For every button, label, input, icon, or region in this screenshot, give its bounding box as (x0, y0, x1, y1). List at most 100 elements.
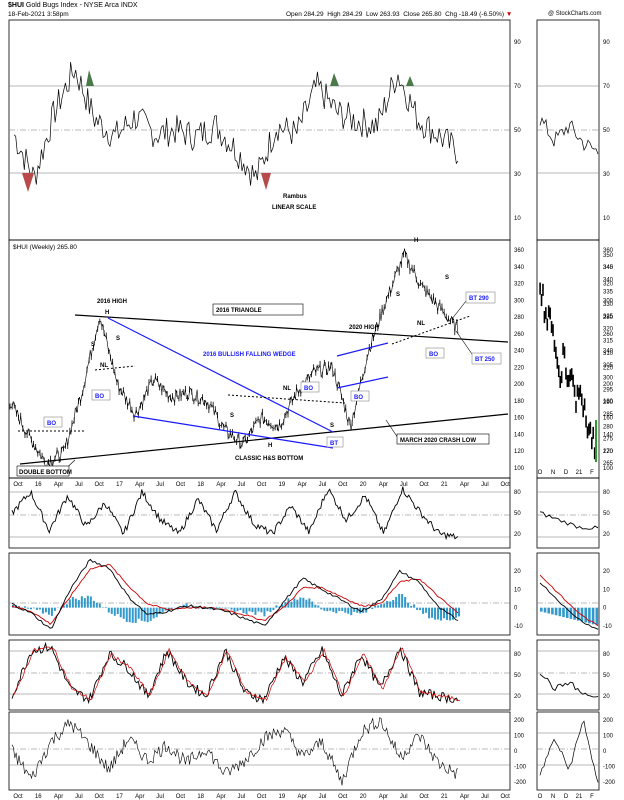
rsi-weekly-line (11, 486, 459, 541)
macd-inset-histogram-bar (543, 607, 547, 613)
macd-histogram-bar (332, 607, 335, 612)
macd-histogram-bar (62, 605, 65, 608)
macd-histogram-bar (26, 607, 29, 609)
macd-histogram-bar (323, 607, 326, 611)
price_weekly-tick-label: 360 (514, 248, 525, 254)
inset-price-bar (576, 384, 579, 397)
macd-histogram-bar (68, 599, 71, 608)
price_weekly-tick-label: 100 (514, 466, 525, 472)
bo-2021: BO (429, 352, 438, 358)
macd-inset-line (539, 582, 599, 630)
bottom-x-tick-label: Jul (319, 794, 327, 800)
inset-price-tick-label: 320 (603, 326, 614, 332)
inset-price-tick-label: 310 (603, 351, 614, 357)
bottom-x-tick-label: Jul (237, 794, 245, 800)
macd-inset-tick-label: -10 (603, 624, 612, 630)
macd-histogram-bar (335, 607, 338, 614)
s-2019-right: S (330, 423, 334, 429)
s-2016-right: S (116, 336, 120, 342)
inset-price-tick-label: 335 (603, 290, 614, 296)
macd-histogram-bar (122, 607, 125, 619)
h-2020: H (414, 238, 418, 244)
price-x-tick-label: 17 (116, 482, 123, 488)
double-bottom-label: DOUBLE BOTTOM (19, 470, 72, 476)
inset-price-bar (546, 318, 549, 331)
macd-histogram-bar (152, 607, 155, 619)
macd-inset-histogram-bar (558, 607, 562, 617)
stochastic-tick-label: 20 (514, 694, 521, 700)
price-x-tick-label: Jul (237, 482, 245, 488)
macd-histogram-bar (401, 594, 404, 608)
macd-histogram-bar (317, 605, 320, 608)
inset-bottom-x-tick-label: 21 (576, 794, 583, 800)
s-2016-left: S (91, 342, 95, 348)
macd-histogram-bar (197, 607, 200, 609)
rsi_top-inset-tick-label: 70 (603, 84, 610, 90)
price-x-tick-label: Jul (481, 482, 489, 488)
macd-histogram-bar (395, 596, 398, 608)
bottom-x-tick-label: Apr (216, 794, 225, 800)
h-2016: H (105, 310, 109, 316)
macd-histogram-bar (296, 599, 299, 608)
price-x-tick-label: Apr (216, 482, 225, 488)
macd-histogram-bar (452, 607, 455, 620)
rsi_weekly-inset-tick-label: 50 (603, 511, 610, 517)
price_weekly-inset-tick-label: 340 (603, 265, 614, 271)
nl-2019: NL (283, 386, 291, 392)
bottom-x-tick-label: Oct (419, 794, 429, 800)
main-legend: $HUI (Weekly) 265.80 (13, 244, 77, 251)
inset-price-tick-label: 270 (603, 449, 614, 455)
inset-bottom-x-tick-label: F (590, 794, 594, 800)
macd-inset-histogram-bar (554, 607, 558, 616)
wedge-label: 2016 BULLISH FALLING WEDGE (203, 352, 296, 358)
price-x-tick-label: Oct (257, 482, 267, 488)
nl-2016: NL (100, 363, 108, 369)
macd-histogram-bar (140, 607, 143, 621)
macd-inset-histogram-bar (551, 607, 554, 615)
inset-x-tick-label: D (564, 470, 569, 476)
bottom-x-tick-label: 17 (116, 794, 123, 800)
macd-histogram-bar (350, 607, 353, 616)
inset-price-bar (563, 346, 566, 359)
s-2019-left: S (230, 413, 234, 419)
high-label: High (327, 11, 341, 18)
bottom-x-tick-label: Apr (54, 794, 63, 800)
macd-histogram-bar (77, 600, 80, 608)
inset-x-tick-label: N (551, 470, 555, 476)
oversold-fill (261, 173, 271, 190)
macd-histogram-bar (65, 604, 68, 608)
macd-histogram-bar (413, 604, 416, 608)
bottom-x-tick-label: 18 (197, 794, 204, 800)
macd-histogram-bar (74, 598, 77, 608)
macd-histogram-bar (227, 607, 230, 609)
macd-histogram-bar (128, 607, 131, 623)
wedge-upper-line (107, 317, 334, 433)
bo-2020: BO (354, 395, 363, 401)
price-x-tick-label: Apr (379, 482, 388, 488)
inset-price-bar (555, 346, 557, 359)
inset-x-tick-label: O (538, 470, 543, 476)
rsi_top-inset-tick-label: 30 (603, 172, 610, 178)
macd-histogram-bar (263, 607, 266, 617)
bottom-x-tick-label: Oct (95, 794, 105, 800)
price-x-tick-label: Oct (338, 482, 348, 488)
macd-histogram-bar (437, 607, 440, 620)
macd-inset-tick-label: 10 (603, 587, 610, 593)
reference-lines (9, 85, 599, 766)
flag-lower-line (336, 376, 389, 389)
macd-inset-signal (539, 574, 599, 627)
macd-histogram-bar (80, 596, 83, 608)
rsi_top-inset-tick-label: 10 (603, 216, 610, 222)
rsi_weekly-tick-label: 20 (514, 532, 521, 538)
bo-2015: BO (47, 421, 56, 427)
price_weekly-tick-label: 120 (514, 449, 525, 455)
macd-histogram-bar (257, 607, 260, 612)
macd-inset-histogram-bar (591, 607, 595, 625)
macd-inset-histogram-bar (584, 607, 587, 623)
bottom-x-tick-label: Jul (156, 794, 164, 800)
inset-price-tick-label: 290 (603, 400, 614, 406)
inset-price-bar (583, 398, 586, 411)
inset-price-panel (536, 239, 600, 479)
price_weekly-tick-label: 180 (514, 399, 525, 405)
inset-price-bar (565, 367, 567, 380)
